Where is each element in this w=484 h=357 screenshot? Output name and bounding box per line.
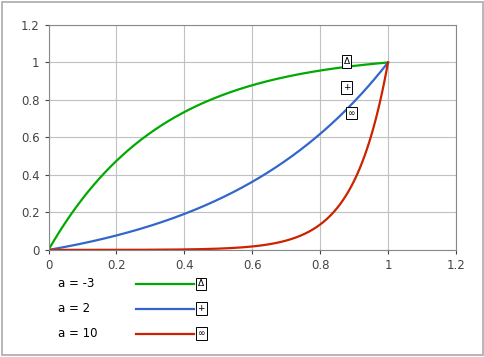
Text: +: + [342,83,349,92]
Text: ∞: ∞ [347,109,355,117]
Text: ∞: ∞ [197,329,205,338]
Text: a = 10: a = 10 [58,327,97,340]
Text: Δ: Δ [343,57,349,66]
Text: Δ: Δ [198,279,204,288]
Text: a = -3: a = -3 [58,277,94,290]
Text: a = 2: a = 2 [58,302,90,315]
Text: +: + [197,304,205,313]
